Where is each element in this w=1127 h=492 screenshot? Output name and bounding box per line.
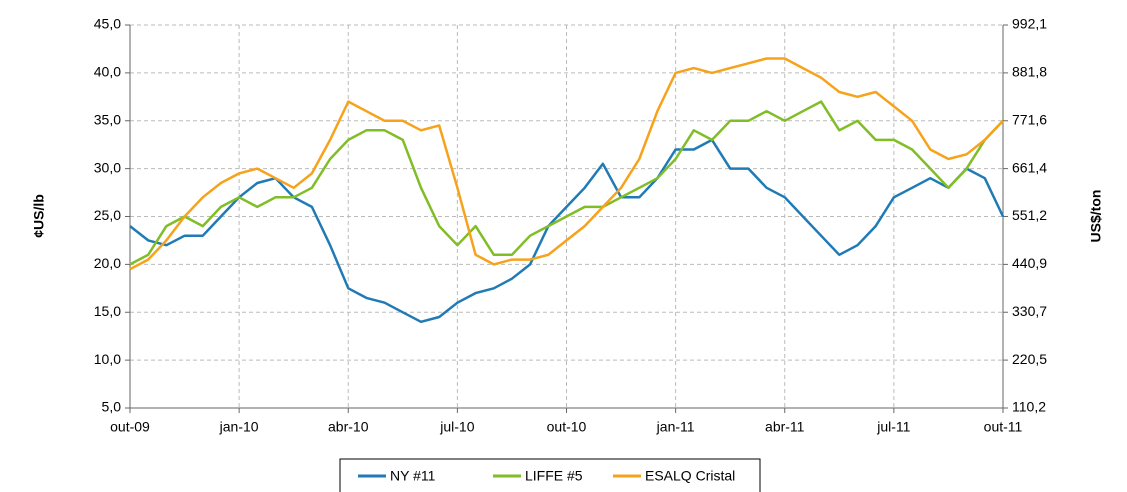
x-tick-label: abr-11 xyxy=(765,419,805,435)
y-tick-label: 40,0 xyxy=(94,64,121,80)
y-tick-label: 10,0 xyxy=(94,351,121,367)
y-tick-label: 35,0 xyxy=(94,111,121,127)
x-tick-label: out-11 xyxy=(984,419,1023,435)
y2-tick-label: 771,6 xyxy=(1012,111,1047,127)
x-tick-label: abr-10 xyxy=(328,419,369,435)
x-tick-label: jan-11 xyxy=(656,419,695,435)
x-tick-label: out-10 xyxy=(547,419,587,435)
y-tick-label: 20,0 xyxy=(94,255,121,271)
x-tick-label: jan-10 xyxy=(219,419,259,435)
series-line xyxy=(129,57,1004,271)
y2-tick-label: 440,9 xyxy=(1012,255,1047,271)
x-tick-label: jul-10 xyxy=(439,419,474,435)
legend-box xyxy=(339,458,761,492)
y2-tick-label: 661,4 xyxy=(1012,159,1047,175)
y-axis-label: ¢US/lb xyxy=(31,194,47,238)
x-tick-label: jul-11 xyxy=(876,419,910,435)
y2-tick-label: 220,5 xyxy=(1012,351,1047,367)
legend-label: NY #11 xyxy=(390,468,436,484)
x-tick-label: out-09 xyxy=(110,419,150,435)
y-tick-label: 5,0 xyxy=(102,399,122,415)
y2-tick-label: 330,7 xyxy=(1012,303,1047,319)
y-tick-label: 30,0 xyxy=(94,159,121,175)
series-line xyxy=(129,100,1004,266)
y2-axis-label: US$/ton xyxy=(1088,190,1104,243)
legend-label: LIFFE #5 xyxy=(525,468,583,484)
legend-label: ESALQ Cristal xyxy=(645,468,735,484)
y2-tick-label: 551,2 xyxy=(1012,207,1047,223)
y2-tick-label: 992,1 xyxy=(1012,16,1047,32)
y-tick-label: 45,0 xyxy=(94,16,121,32)
y-tick-label: 25,0 xyxy=(94,207,121,223)
y-tick-label: 15,0 xyxy=(94,303,121,319)
y2-tick-label: 110,2 xyxy=(1012,399,1046,415)
y2-tick-label: 881,8 xyxy=(1012,64,1047,80)
